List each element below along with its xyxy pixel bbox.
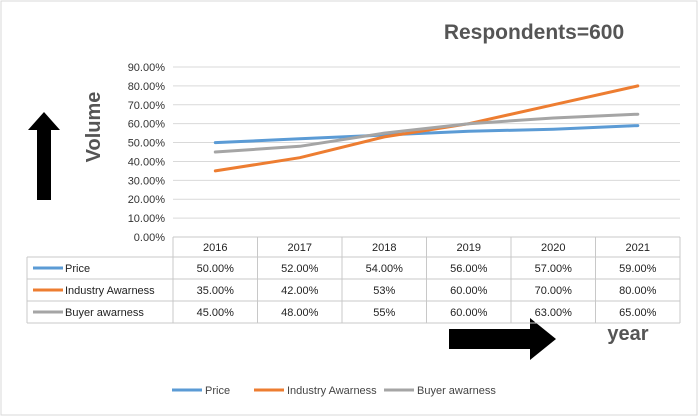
- data-label: 50.00%: [197, 263, 235, 275]
- y-tick-label: 20.00%: [128, 194, 166, 206]
- legend-entry: Price: [205, 385, 230, 397]
- chart-title: Respondents=600: [444, 21, 624, 44]
- legend-entry: Buyer awarness: [417, 385, 496, 397]
- data-label: 48.00%: [281, 307, 319, 319]
- table-series-name: Price: [65, 263, 90, 275]
- data-label: 65.00%: [619, 307, 657, 319]
- table-series-name: Industry Awarness: [65, 285, 155, 297]
- y-axis-label-group: Volume: [28, 92, 105, 200]
- data-label: 45.00%: [197, 307, 235, 319]
- x-tick-label: 2017: [288, 242, 312, 254]
- series-line: [213, 84, 640, 173]
- x-axis-label: year: [607, 323, 648, 345]
- data-label: 56.00%: [450, 263, 488, 275]
- legend: Price Industry Awarness Buyer awarness: [172, 385, 496, 397]
- data-label: 42.00%: [281, 285, 319, 297]
- data-label: 55%: [373, 307, 395, 319]
- series-line: [213, 124, 640, 145]
- x-axis-label-group: year: [449, 318, 649, 360]
- data-label: 70.00%: [535, 285, 573, 297]
- y-tick-label: 70.00%: [128, 100, 166, 112]
- legend-entry: Industry Awarness: [287, 385, 377, 397]
- data-label: 53%: [373, 285, 395, 297]
- data-table: 2016 2017 2018 2019 2020 2021 Price 50.00% 52.00…: [26, 236, 681, 324]
- x-tick-label: 2021: [626, 242, 650, 254]
- x-tick-label: 2019: [457, 242, 481, 254]
- y-tick-label: 80.00%: [128, 81, 166, 93]
- data-label: 59.00%: [619, 263, 657, 275]
- x-tick-label: 2020: [541, 242, 565, 254]
- data-label: 57.00%: [535, 263, 573, 275]
- y-tick-label: 40.00%: [128, 156, 166, 168]
- table-series-name: Buyer awarness: [65, 307, 144, 319]
- y-tick-label: 60.00%: [128, 119, 166, 131]
- data-label: 63.00%: [535, 307, 573, 319]
- data-label: 35.00%: [197, 285, 235, 297]
- x-tick-label: 2016: [203, 242, 227, 254]
- y-tick-labels: 0.00% 10.00% 20.00% 30.00% 40.00% 50.00% 60.00…: [128, 62, 166, 244]
- y-tick-label: 50.00%: [128, 138, 166, 150]
- up-arrow-icon: [28, 112, 60, 200]
- data-label: 54.00%: [366, 263, 404, 275]
- data-label: 60.00%: [450, 307, 488, 319]
- series-lines: [213, 84, 640, 173]
- y-tick-label: 90.00%: [128, 62, 166, 74]
- data-label: 60.00%: [450, 285, 488, 297]
- x-tick-label: 2018: [372, 242, 396, 254]
- data-label: 80.00%: [619, 285, 657, 297]
- data-label: 52.00%: [281, 263, 319, 275]
- right-arrow-icon: [449, 318, 556, 360]
- y-tick-label: 10.00%: [128, 213, 166, 225]
- y-tick-label: 30.00%: [128, 175, 166, 187]
- y-tick-label: 0.00%: [134, 232, 165, 244]
- series-line: [213, 112, 640, 154]
- y-axis-label: Volume: [83, 92, 105, 163]
